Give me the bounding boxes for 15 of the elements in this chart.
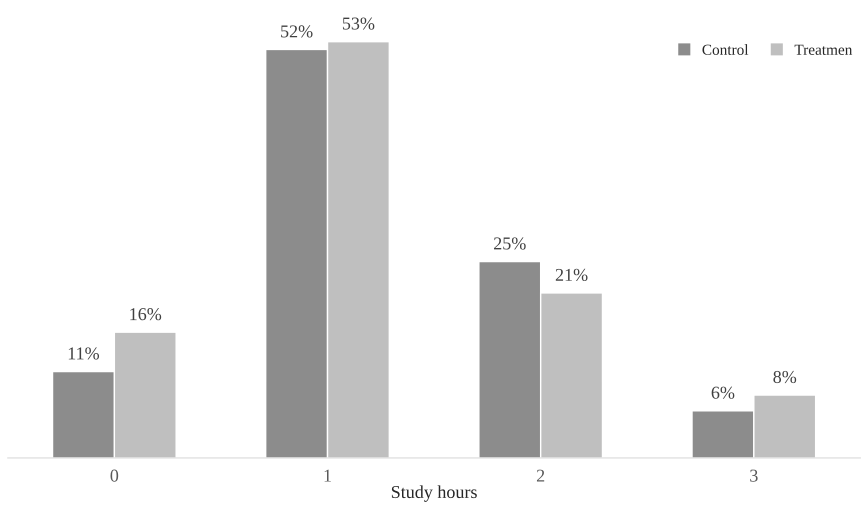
x-axis-title: Study hours [392,485,477,502]
data-label: 53% [342,17,374,30]
data-label: 16% [130,308,162,320]
data-label: 21% [556,268,588,282]
data-label: 8% [773,370,796,384]
x-tick-label: 1 [324,470,331,482]
data-label: 6% [712,386,734,399]
data-label: 52% [281,25,313,38]
legend-label: Treatmen [794,44,852,55]
x-tick-label: 2 [536,470,544,482]
x-tick-label: 3 [750,470,758,482]
legend-label: Control [702,44,748,55]
data-label: 11% [68,347,100,360]
data-label: 25% [494,237,526,250]
x-tick-label: 0 [110,470,118,482]
